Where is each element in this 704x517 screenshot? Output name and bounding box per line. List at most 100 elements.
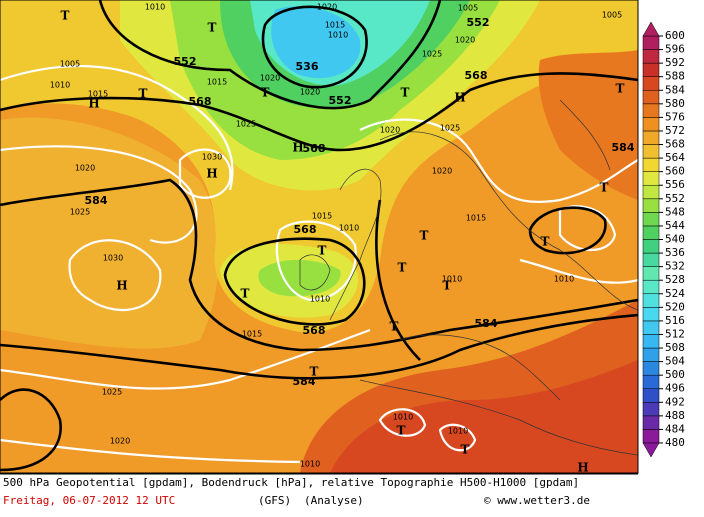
isobar-label: 1015	[466, 214, 486, 223]
low-symbol: T	[397, 424, 406, 438]
isobar-label: 1005	[602, 11, 622, 20]
isobar-label: 1015	[207, 78, 227, 87]
isobar-label: 1015	[242, 330, 262, 339]
region	[330, 360, 638, 473]
geopotential-label: 584	[293, 375, 316, 388]
isobar-label: 1010	[300, 460, 320, 469]
scale-label: 496	[665, 382, 685, 395]
isobar-label: 1015	[325, 21, 345, 30]
color-swatch	[642, 35, 660, 50]
caption: 500 hPa Geopotential [gpdam], Bodendruck…	[3, 476, 579, 489]
low-symbol: T	[461, 443, 470, 457]
low-symbol: T	[541, 235, 550, 249]
scale-label: 600	[665, 29, 685, 42]
coastlines	[299, 99, 638, 456]
isobar-label: 1025	[440, 124, 460, 133]
scale-label: 592	[665, 56, 685, 69]
high-symbol: H	[577, 461, 588, 475]
geopotential-label: 552	[174, 55, 197, 68]
geopotential-label: 536	[296, 60, 319, 73]
color-swatch	[642, 374, 660, 389]
scale-label: 576	[665, 110, 685, 123]
geopotential-label: 584	[612, 141, 635, 154]
scale-label: 524	[665, 287, 685, 300]
scale-label: 480	[665, 436, 685, 449]
geopotential-label: 568	[303, 142, 326, 155]
color-swatch	[642, 225, 660, 240]
region	[538, 50, 638, 200]
color-swatch	[642, 212, 660, 227]
color-swatch	[642, 279, 660, 295]
low-symbol: T	[443, 279, 452, 293]
low-symbol: T	[390, 320, 399, 334]
low-symbol: T	[139, 87, 148, 101]
scale-label: 500	[665, 368, 685, 381]
high-symbol: H	[454, 91, 465, 105]
scale-label: 548	[665, 205, 685, 218]
color-swatch	[642, 293, 660, 308]
scale-label: 532	[665, 260, 685, 273]
color-swatch	[642, 361, 660, 376]
geopotential-label: 568	[294, 223, 317, 236]
scale-label: 528	[665, 273, 685, 286]
region	[0, 117, 219, 349]
high-symbol: H	[88, 97, 99, 111]
isobar-label: 1020	[455, 36, 475, 45]
scale-bottom-arrow	[642, 442, 660, 458]
scale-label: 492	[665, 395, 685, 408]
low-symbol: T	[261, 86, 270, 100]
scale-label: 556	[665, 178, 685, 191]
high-symbol: H	[206, 167, 217, 181]
low-symbol: T	[398, 261, 407, 275]
isobar-label: 1010	[50, 81, 70, 90]
scale-label: 488	[665, 409, 685, 422]
color-swatch	[642, 90, 660, 105]
isobar-label: 1015	[88, 90, 108, 99]
isobar-label: 1010	[310, 295, 330, 304]
isobar-label: 1020	[432, 167, 452, 176]
isobars	[0, 64, 638, 464]
isobar-label: 1010	[448, 427, 468, 436]
scale-label: 516	[665, 314, 685, 327]
isobar-label: 1005	[60, 60, 80, 69]
isobar-label: 1010	[339, 224, 359, 233]
isobar-label: 1025	[102, 388, 122, 397]
scale-label: 580	[665, 97, 685, 110]
scale-label: 520	[665, 300, 685, 313]
color-swatch	[642, 402, 660, 417]
geopotential-label: 568	[189, 95, 212, 108]
low-symbol: T	[401, 86, 410, 100]
low-symbol: T	[616, 82, 625, 96]
geopotential-label: 584	[475, 317, 498, 330]
low-symbol: T	[310, 365, 319, 379]
scale-label: 508	[665, 341, 685, 354]
geopotential-label: 568	[303, 324, 326, 337]
isobar-label: 1025	[70, 208, 90, 217]
color-scale: 4804844884924965005045085125165205245285…	[642, 21, 685, 458]
scale-top-arrow	[642, 21, 660, 37]
map-labels: T 1010 T 1020 1015 1010 536 552 1020 102…	[50, 3, 635, 475]
low-symbol: T	[61, 9, 70, 23]
scale-label: 596	[665, 43, 685, 56]
map: T 1010 T 1020 1015 1010 536 552 1020 102…	[0, 0, 638, 475]
color-swatch	[642, 171, 660, 186]
scale-label: 572	[665, 124, 685, 137]
color-swatch	[642, 144, 660, 159]
color-swatch	[642, 76, 660, 91]
scale-label: 560	[665, 165, 685, 178]
scale-label: 536	[665, 246, 685, 259]
caption-run: (Analyse)	[304, 494, 364, 507]
region	[271, 6, 361, 79]
color-swatch	[642, 415, 660, 430]
color-swatch	[642, 388, 660, 403]
isobar-label: 1010	[393, 413, 413, 422]
isobar-label: 1020	[317, 3, 337, 12]
scale-label: 484	[665, 422, 685, 435]
low-symbol: T	[600, 181, 609, 195]
scale-label: 564	[665, 151, 685, 164]
low-symbol: T	[208, 21, 217, 35]
isobar-label: 1020	[75, 164, 95, 173]
low-symbol: T	[420, 229, 429, 243]
